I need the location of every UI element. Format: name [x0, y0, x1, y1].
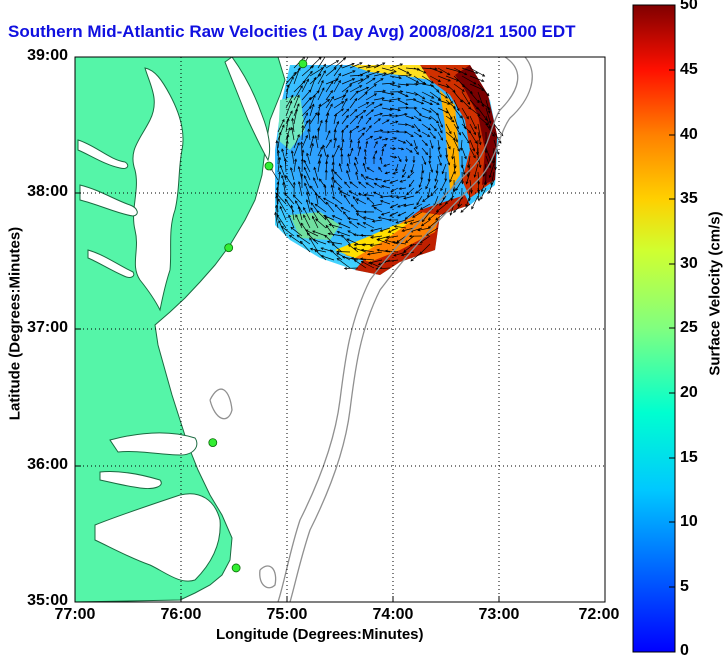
y-tick-label: 38:00 — [6, 183, 68, 201]
colorbar-tick-label: 40 — [680, 126, 720, 144]
y-tick-label: 36:00 — [6, 456, 68, 474]
velocity-vector — [310, 120, 311, 133]
x-tick-label: 76:00 — [146, 606, 216, 624]
x-axis-label: Longitude (Degrees:Minutes) — [216, 626, 424, 643]
x-tick-label: 75:00 — [252, 606, 322, 624]
velocity-vector — [278, 151, 279, 164]
radar-station-marker — [225, 244, 233, 252]
velocity-vector — [414, 84, 426, 85]
y-axis-label: Latitude (Degrees:Minutes) — [7, 219, 24, 429]
colorbar-tick-label: 0 — [680, 642, 720, 660]
radar-station-marker — [265, 162, 273, 170]
velocity-vector-head — [325, 54, 327, 57]
velocity-vector — [345, 268, 358, 269]
colorbar-tick-label: 45 — [680, 61, 720, 79]
x-tick-label: 73:00 — [464, 606, 534, 624]
colorbar-tick-label: 10 — [680, 513, 720, 531]
colorbar-tick-label: 15 — [680, 449, 720, 467]
x-tick-label: 74:00 — [358, 606, 428, 624]
x-tick-label: 72:00 — [564, 606, 634, 624]
colorbar-label: Surface Velocity (cm/s) — [707, 199, 724, 389]
velocity-vector — [337, 252, 350, 253]
radar-station-marker — [209, 439, 217, 447]
colorbar-tick-label: 5 — [680, 578, 720, 596]
y-tick-label: 39:00 — [6, 47, 68, 65]
velocity-vector — [302, 142, 303, 156]
radar-station-marker — [232, 564, 240, 572]
colorbar-tick-label: 50 — [680, 0, 720, 14]
radar-station-marker — [299, 60, 307, 68]
x-tick-label: 77:00 — [40, 606, 110, 624]
colorbar — [633, 5, 675, 652]
